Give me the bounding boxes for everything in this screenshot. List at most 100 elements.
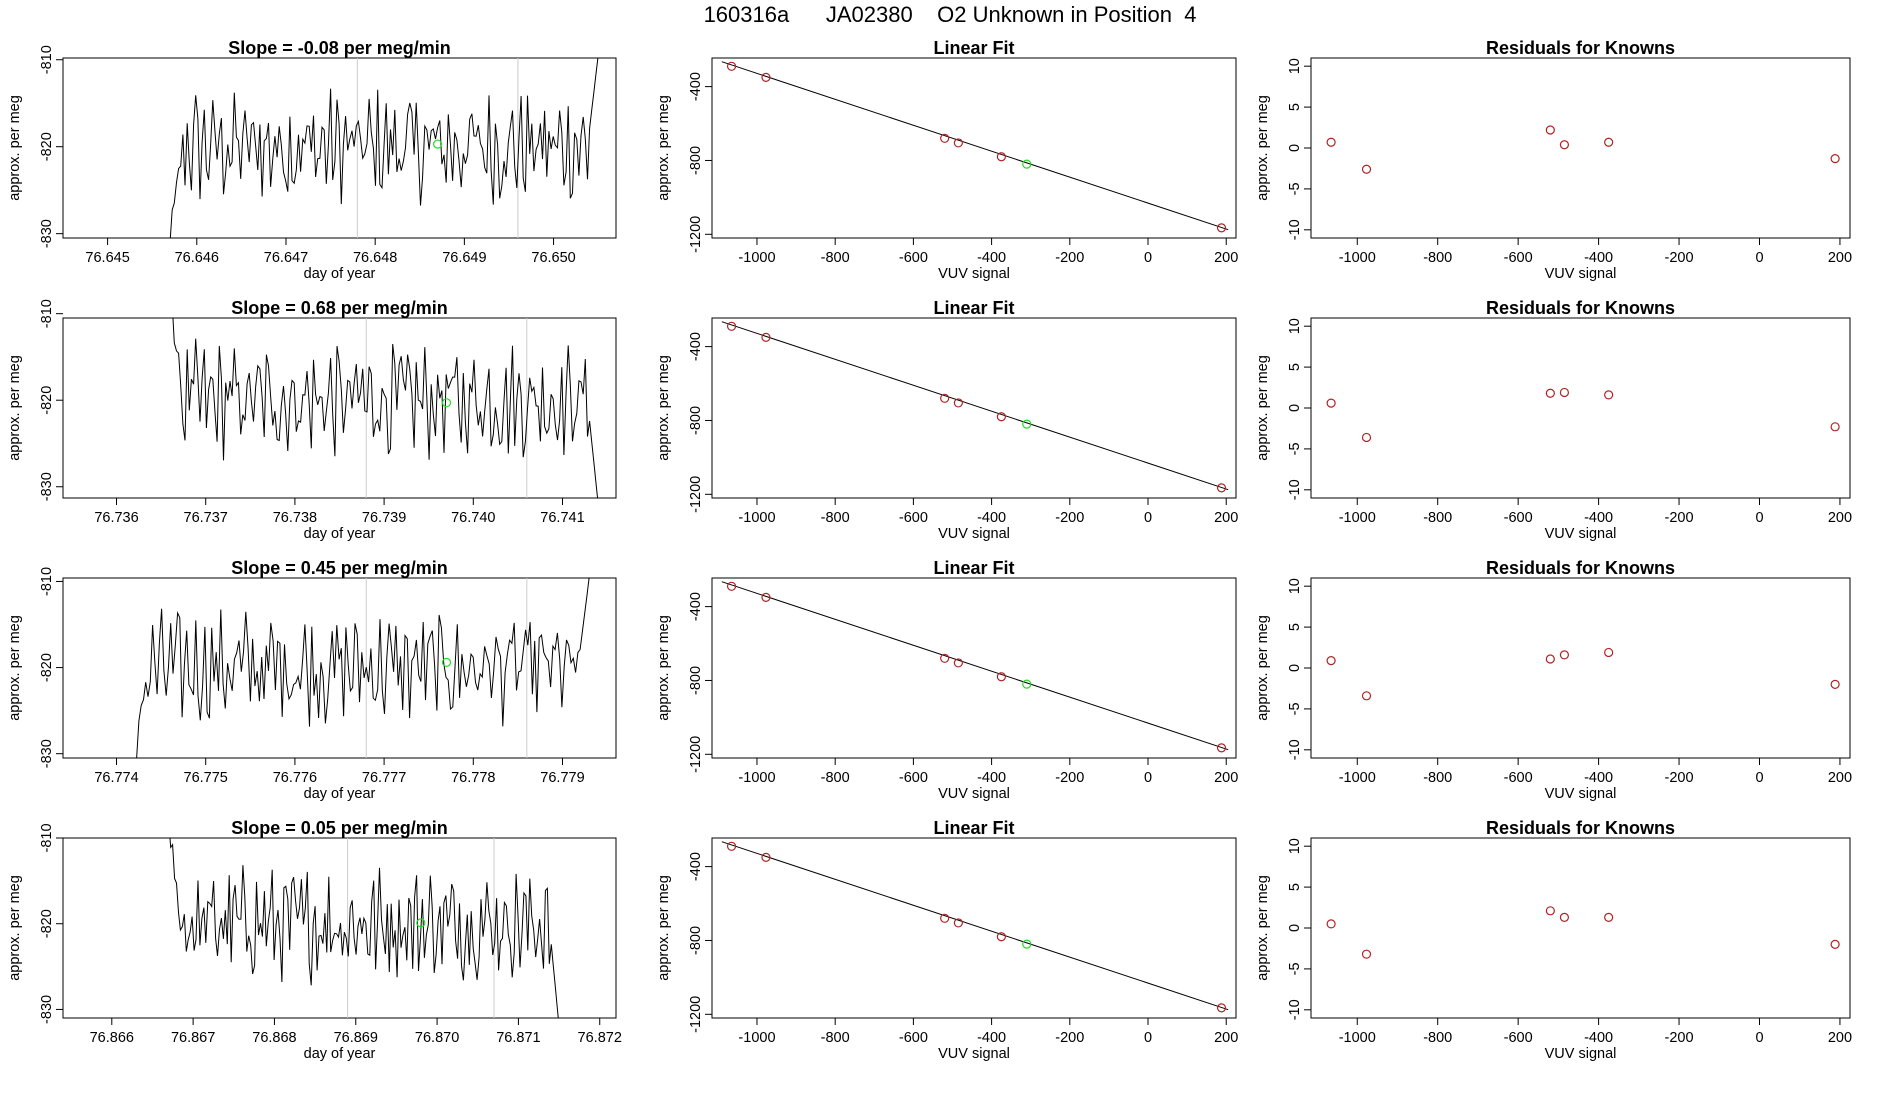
y-axis-label: approx. per meg — [656, 95, 672, 201]
y-axis-label: approx. per meg — [1255, 95, 1271, 201]
known-point — [953, 398, 963, 408]
residual-point — [1604, 912, 1614, 922]
residual-point — [1361, 432, 1372, 443]
chart-panel-4-3: Residuals for Knowns-1000 -800 -600 -400 -20… — [1255, 818, 1852, 1062]
known-point — [996, 672, 1006, 682]
x-tick-label: 200 — [1214, 510, 1238, 526]
x-tick-label: -400 — [977, 250, 1006, 266]
x-tick-label: -800 — [1423, 770, 1452, 786]
y-tick-label: 10 — [1287, 58, 1303, 74]
plot-frame — [1310, 837, 1851, 1019]
known-point — [726, 581, 737, 591]
residual-point — [1545, 388, 1555, 398]
residual-point — [1830, 939, 1840, 949]
x-tick-label: 76.740 — [451, 510, 495, 526]
y-tick-label: -400 — [688, 72, 704, 101]
fit-line — [721, 581, 1229, 751]
x-axis-label: VUV signal — [1545, 1046, 1617, 1062]
residual-point — [1326, 398, 1336, 408]
x-tick-label: 0 — [1755, 510, 1763, 526]
known-point — [953, 918, 963, 928]
y-tick-label: -830 — [39, 995, 55, 1024]
plot-area — [172, 318, 599, 498]
x-tick-label: -400 — [977, 770, 1006, 786]
y-tick-label: -5 — [1287, 962, 1303, 975]
x-axis-label: day of year — [304, 1046, 376, 1062]
plot-area — [1326, 647, 1840, 701]
residual-point — [1559, 140, 1570, 150]
x-tick-label: 76.741 — [540, 510, 584, 526]
chart-title: Slope = 0.05 per meg/min — [231, 818, 448, 838]
known-point — [1216, 743, 1227, 753]
x-tick-label: 76.647 — [264, 250, 308, 266]
y-axis-label: approx. per meg — [1255, 875, 1271, 981]
y-tick-label: -810 — [39, 567, 55, 596]
x-tick-label: -800 — [821, 1030, 850, 1046]
known-point — [940, 133, 950, 143]
x-tick-label: 0 — [1755, 250, 1763, 266]
plot-frame — [711, 317, 1237, 499]
x-tick-label: 200 — [1828, 1030, 1852, 1046]
unknown-point — [1022, 419, 1032, 429]
chart-panel-4-1: Slope = 0.05 per meg/min 76.866 76.867 76.8… — [7, 818, 622, 1062]
x-tick-label: 76.775 — [184, 770, 228, 786]
series-line — [136, 578, 590, 758]
x-axis-label: VUV signal — [938, 266, 1010, 282]
x-tick-label: 76.778 — [451, 770, 495, 786]
x-axis-label: VUV signal — [938, 526, 1010, 542]
y-tick-label: -1200 — [688, 996, 704, 1033]
chart-title: Linear Fit — [933, 38, 1014, 58]
known-point — [1216, 483, 1227, 493]
y-tick-label: 0 — [1287, 144, 1303, 152]
known-point — [1216, 223, 1227, 233]
chart-title: Slope = 0.45 per meg/min — [231, 558, 448, 578]
x-tick-label: 76.650 — [531, 250, 575, 266]
residual-point — [1361, 691, 1372, 701]
x-tick-label: 76.738 — [273, 510, 317, 526]
x-tick-label: -800 — [821, 250, 850, 266]
plot-area — [1326, 906, 1840, 959]
y-tick-label: -10 — [1287, 479, 1303, 500]
x-tick-label: -600 — [899, 770, 928, 786]
chart-title: Slope = -0.08 per meg/min — [228, 38, 451, 58]
chart-title: Residuals for Knowns — [1486, 38, 1675, 58]
known-point — [761, 332, 771, 342]
chart-panel-3-1: Slope = 0.45 per meg/min 76.774 76.775 76.7… — [7, 558, 617, 802]
known-point — [953, 138, 963, 148]
residual-point — [1604, 647, 1614, 658]
x-tick-label: 0 — [1144, 1030, 1152, 1046]
plot-frame — [711, 57, 1237, 239]
x-tick-label: 76.645 — [85, 250, 129, 266]
x-tick-label: 76.870 — [415, 1030, 459, 1046]
x-tick-label: 0 — [1144, 510, 1152, 526]
y-axis-label: approx. per meg — [656, 615, 672, 721]
x-tick-label: -200 — [1665, 770, 1694, 786]
y-tick-label: -820 — [39, 132, 55, 161]
chart-panel-2-1: Slope = 0.68 per meg/min 76.736 76.737 76.7… — [7, 298, 617, 542]
y-axis-label: approx. per meg — [1255, 615, 1271, 721]
x-axis-label: VUV signal — [938, 786, 1010, 802]
plot-frame — [1310, 577, 1851, 759]
known-point — [1216, 1003, 1227, 1013]
known-point — [953, 658, 963, 668]
y-tick-label: 0 — [1287, 664, 1303, 672]
y-tick-label: -5 — [1287, 182, 1303, 195]
y-tick-label: -10 — [1287, 739, 1303, 760]
y-tick-label: 0 — [1287, 924, 1303, 932]
x-tick-label: 76.872 — [578, 1030, 622, 1046]
residual-point — [1830, 422, 1840, 432]
residual-point — [1559, 912, 1570, 922]
unknown-point — [1022, 939, 1032, 949]
y-tick-label: -5 — [1287, 702, 1303, 715]
chart-panel-1-1: Slope = -0.08 per meg/min 76.645 76.646 76.… — [7, 38, 617, 282]
y-axis-label: approx. per meg — [7, 875, 23, 981]
chart-panel-1-3: Residuals for Knowns-1000 -800 -600 -400 -20… — [1255, 38, 1852, 282]
fit-line — [721, 321, 1229, 491]
x-tick-label: 76.736 — [94, 510, 138, 526]
x-tick-label: 76.867 — [171, 1030, 215, 1046]
unknown-mean-point — [433, 139, 443, 149]
y-tick-label: -400 — [688, 852, 704, 881]
y-tick-label: 0 — [1287, 404, 1303, 412]
known-point — [940, 913, 950, 923]
